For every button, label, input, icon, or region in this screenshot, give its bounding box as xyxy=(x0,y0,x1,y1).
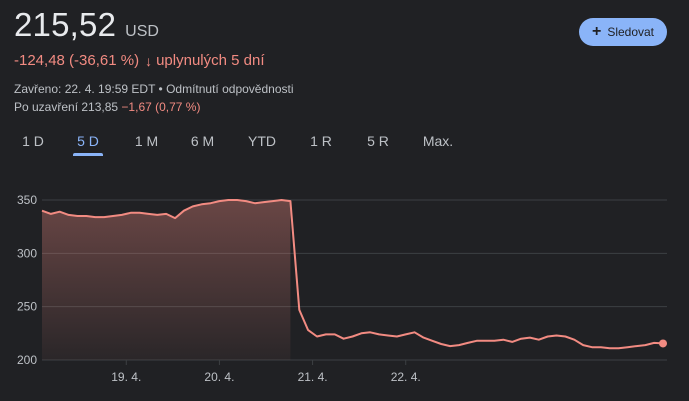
ytick-label-300: 300 xyxy=(17,246,37,260)
market-status: Zavřeno: 22. 4. 19:59 EDT • Odmítnutí od… xyxy=(14,82,294,96)
price-header: 215,52 USD xyxy=(14,6,159,44)
price-change: -124,48 (-36,61 %) ↓ uplynulých 5 dní xyxy=(14,52,264,69)
last-price-marker xyxy=(659,339,667,348)
after-hours-price: Po uzavření 213,85 xyxy=(14,100,122,114)
change-period: uplynulých 5 dní xyxy=(156,52,265,69)
disclaimer-link[interactable]: Odmítnutí odpovědnosti xyxy=(166,82,294,96)
xtick-label: 19. 4. xyxy=(111,370,141,384)
tab-1r[interactable]: 1 R xyxy=(310,133,332,149)
price-chart[interactable]: 200 250 300 350 19. 4. 20. 4. 21. 4. 22. 4. xyxy=(0,171,689,401)
xtick-label: 20. 4. xyxy=(204,370,234,384)
ytick-label-250: 250 xyxy=(17,300,37,314)
xtick-label: 22. 4. xyxy=(391,370,421,384)
closed-time: Zavřeno: 22. 4. 19:59 EDT xyxy=(14,82,156,96)
tab-1d[interactable]: 1 D xyxy=(22,133,44,149)
price-line xyxy=(41,199,664,350)
currency-label: USD xyxy=(125,23,159,40)
ytick-label-200: 200 xyxy=(17,353,37,367)
tab-5d[interactable]: 5 D xyxy=(73,130,103,156)
tab-1m[interactable]: 1 M xyxy=(134,133,159,149)
price-area xyxy=(42,200,291,360)
tab-5r[interactable]: 5 R xyxy=(367,133,389,149)
after-hours: Po uzavření 213,85 −1,67 (0,77 %) xyxy=(14,100,200,114)
follow-button[interactable]: + Sledovat xyxy=(579,18,667,46)
plus-icon: + xyxy=(591,23,602,40)
follow-button-label: Sledovat xyxy=(607,25,655,39)
change-value: -124,48 (-36,61 %) xyxy=(14,52,140,69)
ytick-label-350: 350 xyxy=(17,193,37,207)
tab-max[interactable]: Max. xyxy=(422,133,454,149)
arrow-down-icon: ↓ xyxy=(145,52,153,69)
tab-6m[interactable]: 6 M xyxy=(190,133,215,149)
tab-ytd[interactable]: YTD xyxy=(248,133,276,149)
after-hours-change: −1,67 (0,77 %) xyxy=(121,100,201,114)
current-price: 215,52 xyxy=(14,6,117,43)
separator-dot: • xyxy=(155,82,167,96)
xtick-label: 21. 4. xyxy=(298,370,328,384)
